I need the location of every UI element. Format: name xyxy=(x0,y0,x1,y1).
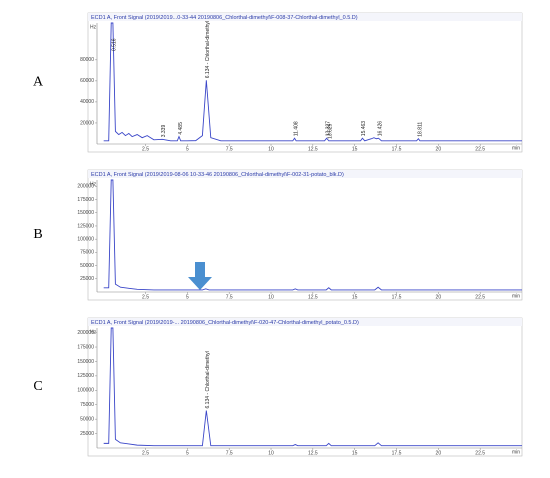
y-tick-label: 25000 xyxy=(80,276,94,282)
peak-label: 15.463 xyxy=(361,121,367,137)
header-bar xyxy=(88,170,522,178)
x-tick-label: 20 xyxy=(436,146,442,152)
y-unit: Hz xyxy=(90,24,97,30)
peak-label: 13.629 xyxy=(328,123,334,139)
x-tick-label: 17.5 xyxy=(392,450,402,456)
y-tick-label: 25000 xyxy=(80,431,94,437)
y-tick-label: 50000 xyxy=(80,416,94,422)
panel: ECD1 A, Front Signal (2019\2019-08-06 10… xyxy=(33,169,523,301)
x-unit: min xyxy=(512,293,520,299)
y-tick-label: 150000 xyxy=(77,359,94,365)
peak-label: 11.408 xyxy=(293,121,299,136)
x-tick-label: 20 xyxy=(436,450,442,456)
panel-frame xyxy=(87,12,523,153)
x-tick-label: 12.5 xyxy=(308,294,318,300)
peak-label: 16.426 xyxy=(377,121,383,137)
y-tick-label: 75000 xyxy=(80,402,94,408)
peak-label: 6.134 - Chlorthal-dimethyl xyxy=(205,21,211,78)
x-unit: min xyxy=(512,449,520,455)
x-tick-label: 12.5 xyxy=(308,450,318,456)
x-tick-label: 15 xyxy=(352,294,358,300)
x-tick-label: 22.5 xyxy=(475,146,485,152)
x-tick-label: 5 xyxy=(186,146,189,152)
panel-label: A xyxy=(33,75,44,90)
x-tick-label: 10 xyxy=(268,450,274,456)
y-unit: Hz xyxy=(90,329,97,335)
header: ECD1 A, Front Signal (2019\2019...0-33-4… xyxy=(91,15,358,21)
peak-label: 4.485 xyxy=(178,122,184,135)
y-tick-label: 60000 xyxy=(80,78,94,84)
y-tick-label: 125000 xyxy=(77,373,94,379)
y-tick-label: 40000 xyxy=(80,99,94,105)
panel-frame xyxy=(87,169,523,301)
panel-frame xyxy=(87,317,523,457)
y-tick-label: 150000 xyxy=(77,210,94,216)
panel-label: B xyxy=(33,227,42,242)
arrow xyxy=(188,262,212,290)
x-unit: min xyxy=(512,145,520,151)
header-bar xyxy=(88,13,522,21)
y-tick-label: 200000 xyxy=(77,330,94,336)
panel: ECD1 A, Front Signal (2019\2019-... 2019… xyxy=(33,317,523,457)
x-tick-label: 7.5 xyxy=(226,450,233,456)
x-tick-label: 7.5 xyxy=(226,294,233,300)
x-tick-label: 5 xyxy=(186,294,189,300)
trace xyxy=(103,179,522,291)
x-tick-label: 22.5 xyxy=(475,450,485,456)
y-tick-label: 175000 xyxy=(77,344,94,350)
x-tick-label: 10 xyxy=(268,294,274,300)
header: ECD1 A, Front Signal (2019\2019-08-06 10… xyxy=(91,172,344,178)
header: ECD1 A, Front Signal (2019\2019-... 2019… xyxy=(91,320,359,326)
header-bar xyxy=(88,318,522,326)
x-tick-label: 12.5 xyxy=(308,146,318,152)
peak-label: 3.339 xyxy=(161,125,167,138)
x-tick-label: 5 xyxy=(186,450,189,456)
x-tick-label: 17.5 xyxy=(392,294,402,300)
x-tick-label: 15 xyxy=(352,450,358,456)
y-unit: Hz xyxy=(90,181,97,187)
x-tick-label: 2.5 xyxy=(142,450,149,456)
x-tick-label: 2.5 xyxy=(142,294,149,300)
x-tick-label: 17.5 xyxy=(392,146,402,152)
trace xyxy=(103,22,522,142)
peak-label: 18.811 xyxy=(417,122,423,137)
panel: ECD1 A, Front Signal (2019\2019...0-33-4… xyxy=(33,12,523,153)
y-tick-label: 75000 xyxy=(80,250,94,256)
y-tick-label: 20000 xyxy=(80,120,94,126)
y-tick-label: 200000 xyxy=(77,184,94,190)
x-tick-label: 20 xyxy=(436,294,442,300)
y-tick-label: 100000 xyxy=(77,388,94,394)
y-tick-label: 125000 xyxy=(77,223,94,229)
trace xyxy=(103,327,522,447)
peak-label: 6.134 - Chlorthal-dimethyl xyxy=(205,351,211,408)
x-tick-label: 22.5 xyxy=(475,294,485,300)
x-tick-label: 10 xyxy=(268,146,274,152)
y-tick-label: 175000 xyxy=(77,197,94,203)
peak-label: 0.516 xyxy=(112,38,118,51)
y-tick-label: 100000 xyxy=(77,236,94,242)
x-tick-label: 2.5 xyxy=(142,146,149,152)
y-tick-label: 50000 xyxy=(80,263,94,269)
peak-label: 13.327 xyxy=(326,121,332,137)
y-tick-label: 80000 xyxy=(80,57,94,63)
panel-label: C xyxy=(33,379,42,394)
x-tick-label: 15 xyxy=(352,146,358,152)
x-tick-label: 7.5 xyxy=(226,146,233,152)
